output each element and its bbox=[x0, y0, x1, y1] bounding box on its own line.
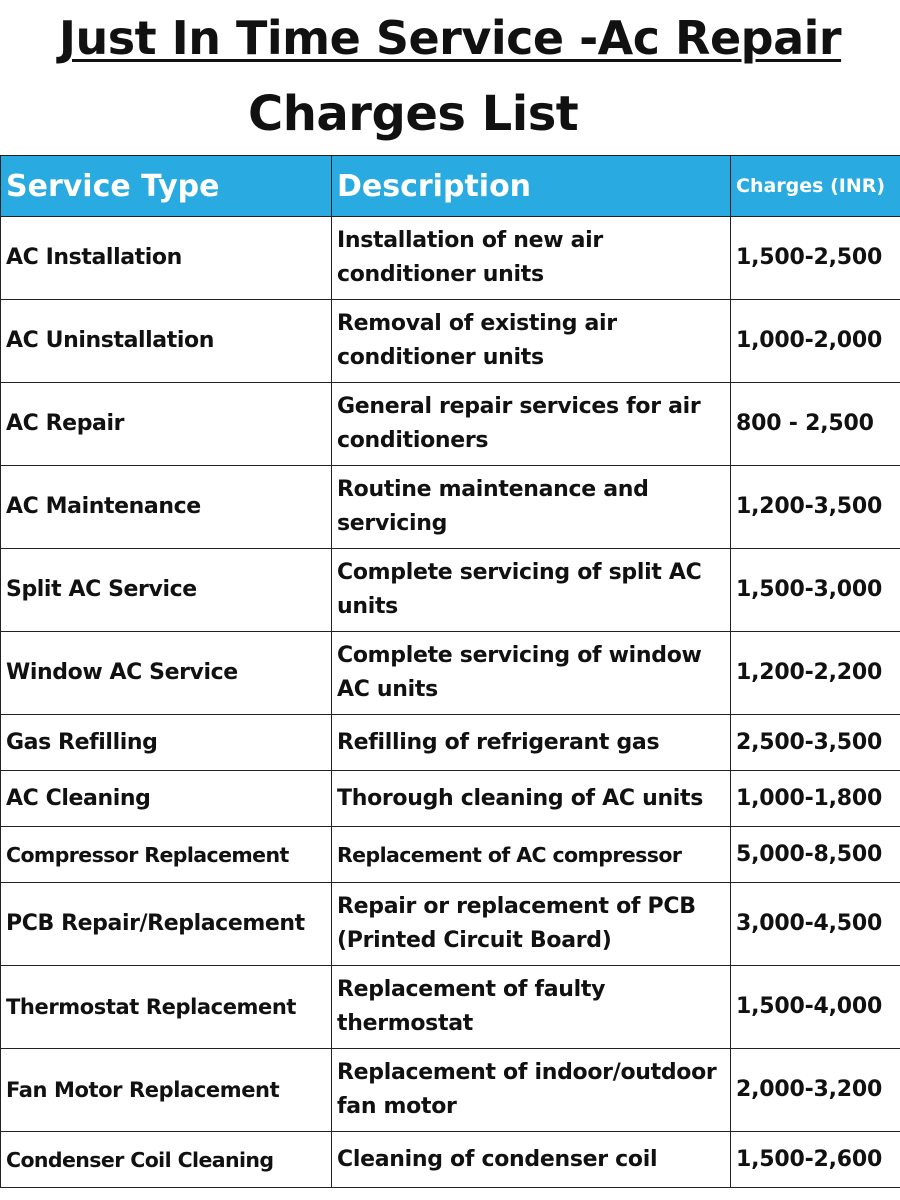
charges-cell: 1,500-2,600 bbox=[730, 1131, 900, 1188]
description-cell: Replacement of faulty thermostat bbox=[331, 965, 731, 1049]
header-row: Service Type Description Charges (INR) bbox=[0, 155, 900, 217]
description-cell: General repair services for air conditio… bbox=[331, 382, 731, 466]
table-row: AC Uninstallation Removal of existing ai… bbox=[0, 299, 900, 383]
service-type-cell: Compressor Replacement bbox=[0, 826, 332, 883]
description-cell: Refilling of refrigerant gas bbox=[331, 714, 731, 771]
description-cell: Repair or replacement of PCB (Printed Ci… bbox=[331, 882, 731, 966]
table-row: Compressor Replacement Replacement of AC… bbox=[0, 826, 900, 883]
service-type-cell: Gas Refilling bbox=[0, 714, 332, 771]
charges-cell: 1,500-3,000 bbox=[730, 548, 900, 632]
charges-cell: 2,500-3,500 bbox=[730, 714, 900, 771]
description-cell: Complete servicing of split AC units bbox=[331, 548, 731, 632]
charges-cell: 1,500-4,000 bbox=[730, 965, 900, 1049]
charges-table: Service Type Description Charges (INR) A… bbox=[0, 155, 900, 1188]
charges-cell: 1,500-2,500 bbox=[730, 216, 900, 300]
table-row: Split AC Service Complete servicing of s… bbox=[0, 548, 900, 632]
service-type-cell: AC Maintenance bbox=[0, 465, 332, 549]
table-row: AC Maintenance Routine maintenance and s… bbox=[0, 465, 900, 549]
charges-cell: 5,000-8,500 bbox=[730, 826, 900, 883]
table-body: AC Installation Installation of new air … bbox=[0, 216, 900, 1188]
table-row: Condenser Coil Cleaning Cleaning of cond… bbox=[0, 1131, 900, 1188]
description-cell: Replacement of indoor/outdoor fan motor bbox=[331, 1048, 731, 1132]
charges-cell: 1,200-3,500 bbox=[730, 465, 900, 549]
service-type-cell: Split AC Service bbox=[0, 548, 332, 632]
charges-cell: 1,000-2,000 bbox=[730, 299, 900, 383]
table-row: PCB Repair/Replacement Repair or replace… bbox=[0, 882, 900, 966]
description-cell: Replacement of AC compressor bbox=[331, 826, 731, 883]
table-row: AC Repair General repair services for ai… bbox=[0, 382, 900, 466]
service-type-cell: Thermostat Replacement bbox=[0, 965, 332, 1049]
header-description: Description bbox=[331, 155, 731, 217]
charges-cell: 800 - 2,500 bbox=[730, 382, 900, 466]
service-type-cell: PCB Repair/Replacement bbox=[0, 882, 332, 966]
service-type-cell: Window AC Service bbox=[0, 631, 332, 715]
description-cell: Installation of new air conditioner unit… bbox=[331, 216, 731, 300]
header-charges: Charges (INR) bbox=[730, 155, 900, 217]
charges-cell: 2,000-3,200 bbox=[730, 1048, 900, 1132]
table-row: AC Cleaning Thorough cleaning of AC unit… bbox=[0, 770, 900, 827]
page-subtitle: Charges List bbox=[248, 86, 579, 142]
service-type-cell: AC Uninstallation bbox=[0, 299, 332, 383]
table-row: Gas Refilling Refilling of refrigerant g… bbox=[0, 714, 900, 771]
description-cell: Routine maintenance and servicing bbox=[331, 465, 731, 549]
charges-cell: 3,000-4,500 bbox=[730, 882, 900, 966]
service-type-cell: AC Installation bbox=[0, 216, 332, 300]
page-title: Just In Time Service -Ac Repair bbox=[58, 11, 842, 65]
description-cell: Removal of existing air conditioner unit… bbox=[331, 299, 731, 383]
table-header: Service Type Description Charges (INR) bbox=[0, 155, 900, 217]
charges-cell: 1,000-1,800 bbox=[730, 770, 900, 827]
service-type-cell: AC Repair bbox=[0, 382, 332, 466]
table-row: AC Installation Installation of new air … bbox=[0, 216, 900, 300]
service-type-cell: Condenser Coil Cleaning bbox=[0, 1131, 332, 1188]
header-service-type: Service Type bbox=[0, 155, 332, 217]
table-row: Window AC Service Complete servicing of … bbox=[0, 631, 900, 715]
charges-cell: 1,200-2,200 bbox=[730, 631, 900, 715]
description-cell: Cleaning of condenser coil bbox=[331, 1131, 731, 1188]
table-row: Thermostat Replacement Replacement of fa… bbox=[0, 965, 900, 1049]
service-type-cell: Fan Motor Replacement bbox=[0, 1048, 332, 1132]
table-row: Fan Motor Replacement Replacement of ind… bbox=[0, 1048, 900, 1132]
service-type-cell: AC Cleaning bbox=[0, 770, 332, 827]
description-cell: Thorough cleaning of AC units bbox=[331, 770, 731, 827]
description-cell: Complete servicing of window AC units bbox=[331, 631, 731, 715]
